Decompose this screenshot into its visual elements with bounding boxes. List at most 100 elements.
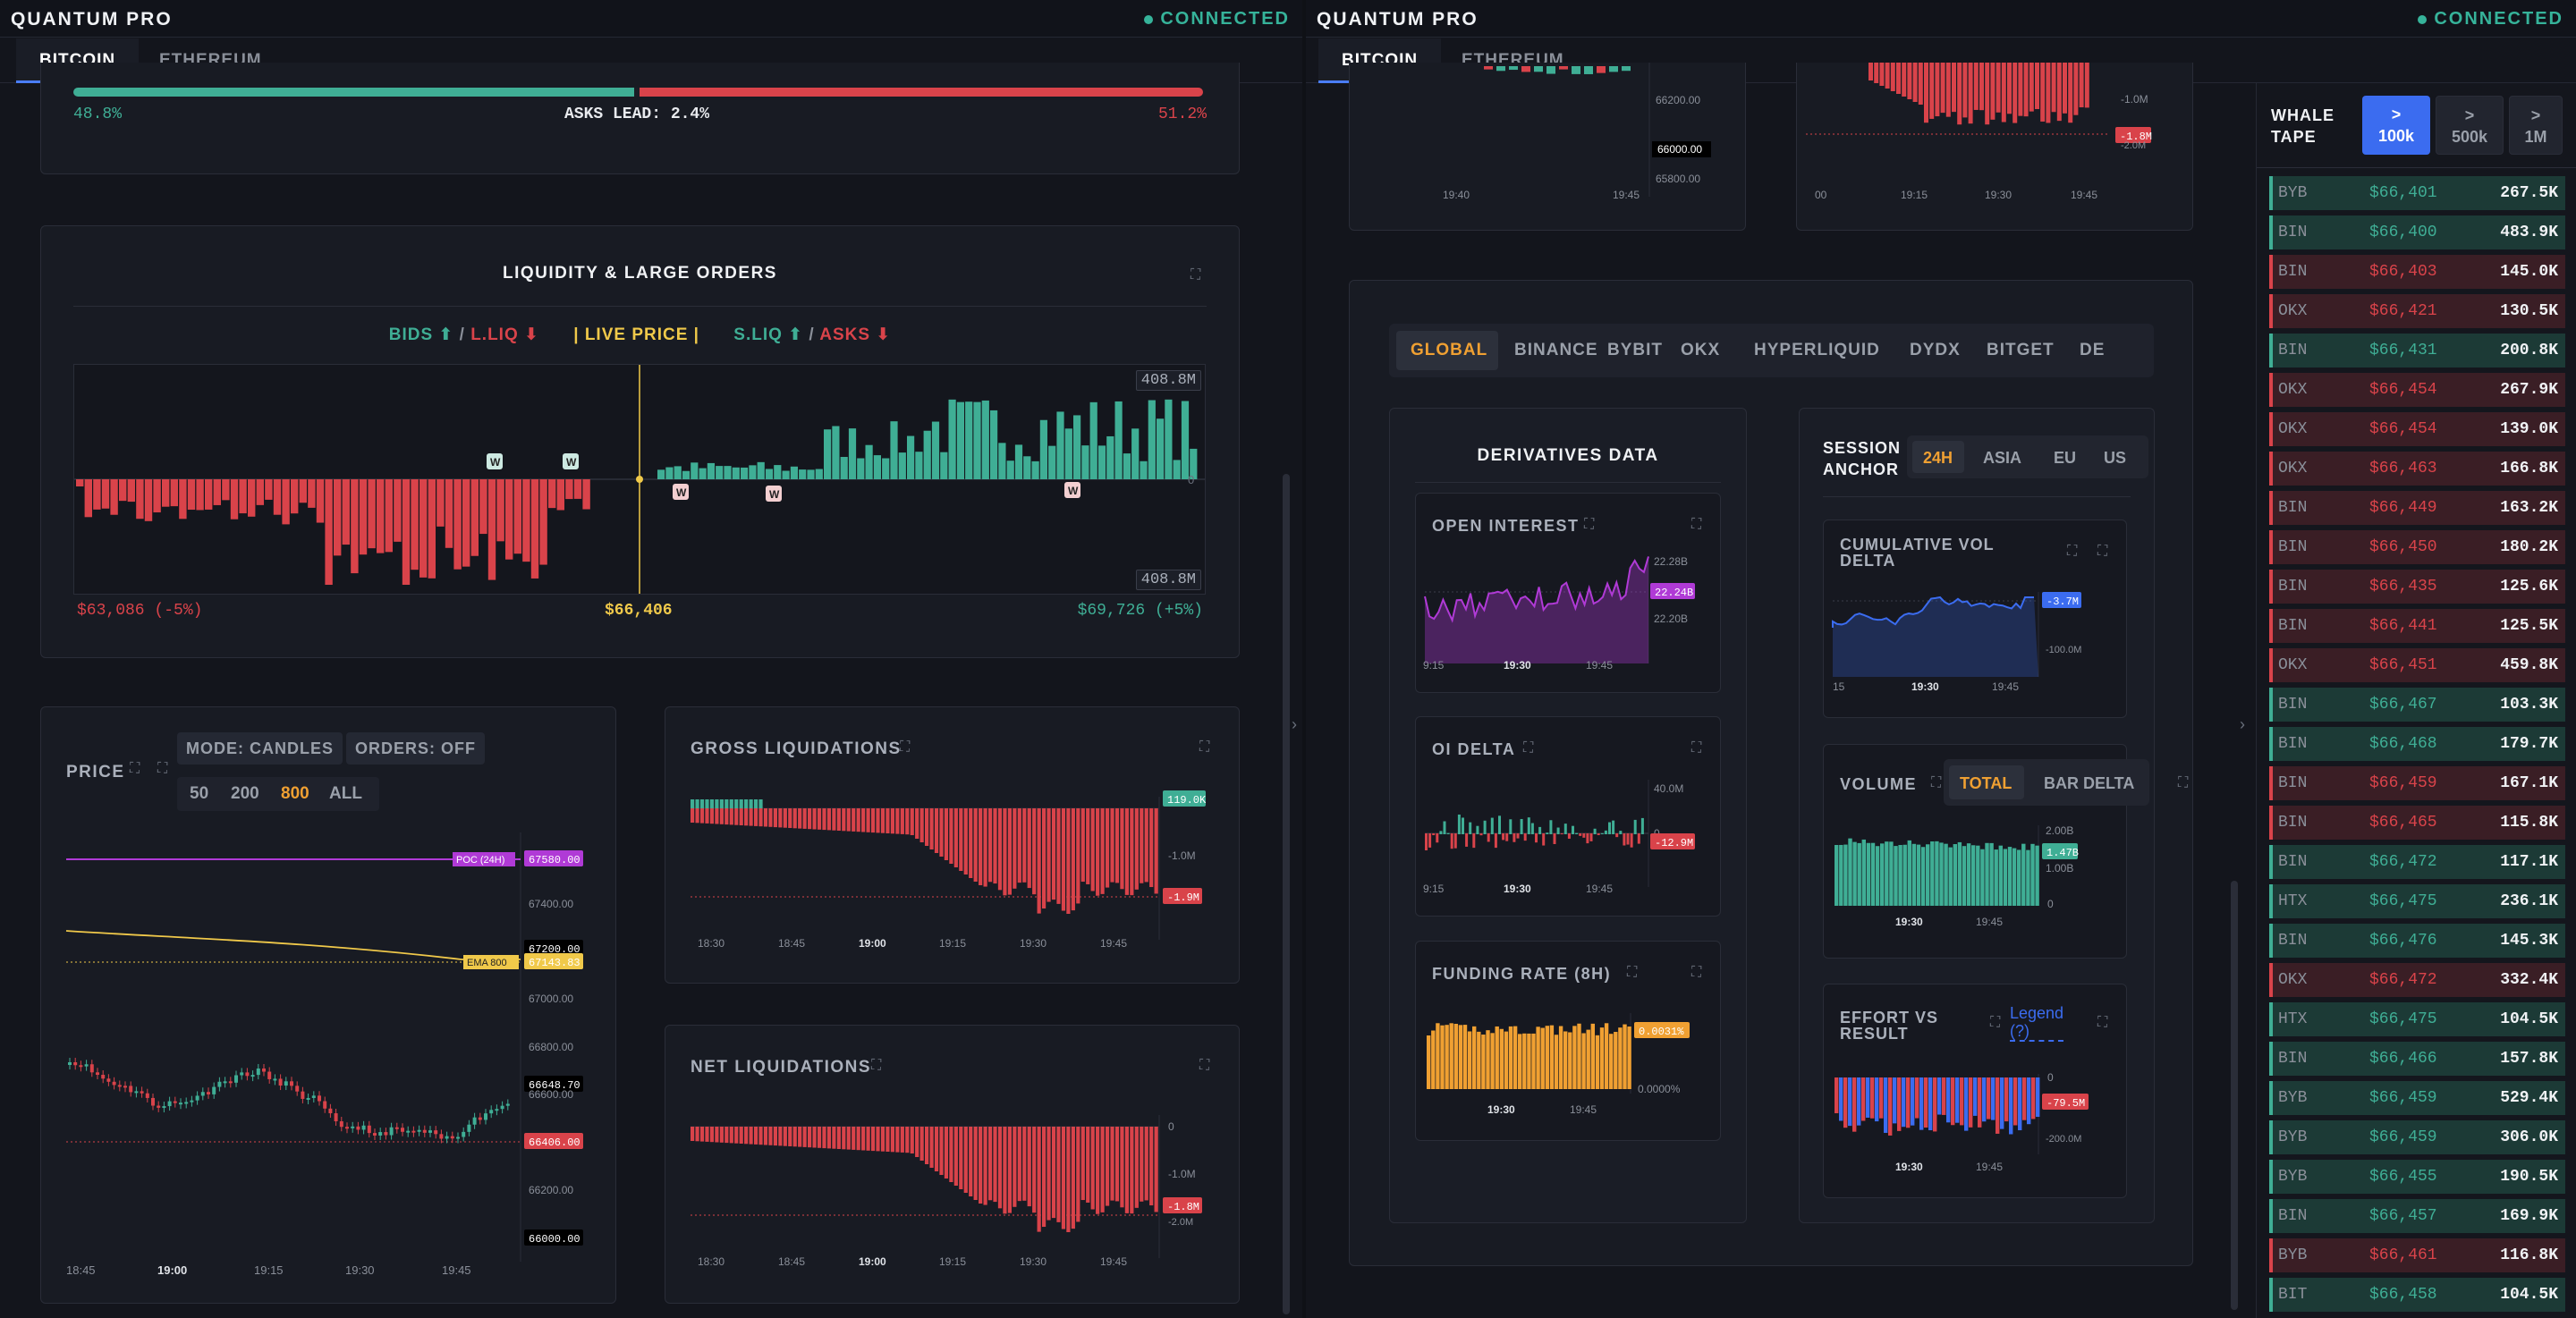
volume-chart[interactable]: 2.00B 1.47B 1.00B 0 19:30 19:45 [1824, 745, 2128, 959]
expand-icon[interactable]: ⛶ [2067, 544, 2078, 559]
session-24h[interactable]: 24H [1923, 449, 1953, 467]
open-interest-chart[interactable]: 22.28B 22.24B 22.20B 9:15 19:30 19:45 [1416, 494, 1722, 694]
ask-bar [965, 401, 973, 479]
volume-mode-bar-delta[interactable]: BAR DELTA [2044, 774, 2135, 792]
expand-icon[interactable]: ⛶ [1691, 740, 1702, 756]
expand-icon[interactable]: ⛶ [2097, 1015, 2108, 1030]
expand-icon[interactable]: ⛶ [1584, 517, 1595, 532]
liquidity-chart[interactable]: W W W W W 0 408.8M 408.8M [73, 364, 1206, 595]
whale-row[interactable]: OKX $66,472 332.4K [2269, 963, 2565, 997]
liq-bar [900, 1127, 904, 1153]
filter-1m[interactable]: > 1M [2509, 96, 2563, 155]
exchange-tab-de[interactable]: DE [2080, 341, 2106, 359]
expand-icon[interactable]: ⛶ [1931, 775, 1942, 790]
whale-price: $66,476 [2369, 932, 2437, 950]
whale-row[interactable]: BIN $66,441 125.5K [2269, 609, 2565, 643]
whale-row[interactable]: BIN $66,476 145.3K [2269, 924, 2565, 958]
candle [1597, 66, 1606, 73]
expand-icon[interactable]: ⛶ [1990, 1015, 2001, 1030]
exchange-tab-bitget[interactable]: BITGET [1987, 341, 2055, 359]
expand-icon[interactable]: ⛶ [2178, 775, 2189, 790]
exchange-tab-bybit[interactable]: BYBIT [1607, 341, 1663, 359]
whale-row[interactable]: OKX $66,454 139.0K [2269, 412, 2565, 446]
lookback-all[interactable]: ALL [329, 784, 362, 803]
whale-row[interactable]: BIN $66,459 167.1K [2269, 766, 2565, 800]
lookback-50[interactable]: 50 [190, 784, 209, 803]
legend-link[interactable]: Legend (?) [2010, 1004, 2064, 1042]
expand-icon[interactable]: ⛶ [2097, 544, 2108, 559]
collapse-handle-icon[interactable]: › [1292, 715, 1297, 733]
expand-icon[interactable]: ⛶ [1691, 517, 1702, 532]
whale-row[interactable]: BIN $66,472 117.1K [2269, 845, 2565, 879]
expand-icon[interactable]: ⛶ [1627, 965, 1638, 980]
expand-icon[interactable]: ⛶ [1191, 267, 1201, 283]
expand-icon[interactable]: ⛶ [1199, 1058, 1210, 1073]
session-us[interactable]: US [2104, 449, 2127, 467]
effort-result-chart[interactable]: 0 -79.5M -200.0M 19:30 19:45 [1824, 984, 2128, 1199]
net-liquidations-chart[interactable]: 0 -1.0M -1.8M -2.0M 18:30 18:45 19:00 19:15 19:3… [665, 1026, 1241, 1305]
filter-100k[interactable]: > 100k [2362, 96, 2430, 155]
session-asia[interactable]: ASIA [1983, 449, 2022, 467]
lookback-800[interactable]: 800 [281, 784, 309, 803]
mode-toggle[interactable]: MODE: CANDLES [177, 732, 343, 765]
whale-row[interactable]: BIN $66,467 103.3K [2269, 688, 2565, 722]
whale-row[interactable]: OKX $66,463 166.8K [2269, 452, 2565, 486]
ask-bar [1148, 400, 1156, 479]
session-eu[interactable]: EU [2054, 449, 2077, 467]
settings-icon[interactable]: ⛶ [157, 761, 168, 776]
candle [1496, 66, 1505, 72]
exchange-tab-okx[interactable]: OKX [1681, 341, 1721, 359]
whale-row[interactable]: BYB $66,459 529.4K [2269, 1081, 2565, 1115]
funding-bar [1495, 1026, 1499, 1089]
liq-bar [715, 808, 719, 824]
whale-row[interactable]: BIT $66,458 104.5K [2269, 1278, 2565, 1312]
funding-bar [1549, 1025, 1555, 1089]
candle [345, 1127, 349, 1129]
expand-icon[interactable]: ⛶ [1691, 965, 1702, 980]
whale-row[interactable]: OKX $66,421 130.5K [2269, 294, 2565, 328]
collapse-handle-icon[interactable]: › [2240, 715, 2245, 733]
filter-label: 1M [2524, 128, 2547, 146]
expand-icon[interactable]: ⛶ [1199, 739, 1210, 755]
whale-row[interactable]: BIN $66,457 169.9K [2269, 1199, 2565, 1233]
whale-row[interactable]: BYB $66,455 190.5K [2269, 1160, 2565, 1194]
lookback-200[interactable]: 200 [231, 784, 259, 803]
exchange-tab-dydx[interactable]: DYDX [1910, 341, 1961, 359]
whale-exchange: BYB [2278, 1246, 2308, 1264]
whale-row[interactable]: BIN $66,431 200.8K [2269, 334, 2565, 368]
whale-row[interactable]: BIN $66,468 179.7K [2269, 727, 2565, 761]
scrollbar[interactable] [2231, 881, 2238, 1310]
whale-row[interactable]: BIN $66,403 145.0K [2269, 255, 2565, 289]
whale-row[interactable]: BYB $66,461 116.8K [2269, 1238, 2565, 1272]
filter-500k[interactable]: > 500k [2436, 96, 2504, 155]
whale-row[interactable]: BIN $66,435 125.6K [2269, 570, 2565, 604]
price-chart[interactable]: 67400.00 67200.00 67000.00 66800.00 66648.70… [41, 707, 617, 1305]
gross-liquidations-chart[interactable]: 119.0K -1.0M -1.9M 18:30 18:45 19:00 19:15 19:3… [665, 707, 1241, 984]
exchange-tab-hyperliquid[interactable]: HYPERLIQUID [1754, 341, 1880, 359]
whale-row[interactable]: OKX $66,454 267.9K [2269, 373, 2565, 407]
ask-bar [774, 465, 782, 479]
funding-chart[interactable]: 0.0031% 0.0000% 19:30 19:45 [1416, 942, 1722, 1142]
whale-row[interactable]: OKX $66,451 459.8K [2269, 648, 2565, 682]
exchange-tab-global[interactable]: GLOBAL [1411, 341, 1488, 359]
cvd-chart[interactable]: -3.7M -100.0M 15 19:30 19:45 [1824, 520, 2128, 719]
whale-row[interactable]: BYB $66,401 267.5K [2269, 176, 2565, 210]
whale-row[interactable]: BIN $66,466 157.8K [2269, 1042, 2565, 1076]
bar-divider [634, 88, 640, 97]
whale-row[interactable]: BIN $66,400 483.9K [2269, 215, 2565, 249]
whale-row[interactable]: BYB $66,459 306.0K [2269, 1120, 2565, 1154]
expand-icon[interactable]: ⛶ [1523, 740, 1534, 756]
exchange-tab-binance[interactable]: BINANCE [1514, 341, 1598, 359]
expand-icon[interactable]: ⛶ [130, 761, 140, 776]
scrollbar[interactable] [1283, 474, 1290, 1314]
whale-row[interactable]: BIN $66,449 163.2K [2269, 491, 2565, 525]
volume-mode-total[interactable]: TOTAL [1960, 774, 2012, 792]
whale-row[interactable]: BIN $66,465 115.8K [2269, 806, 2565, 840]
expand-icon[interactable]: ⛶ [900, 739, 911, 755]
whale-row[interactable]: BIN $66,450 180.2K [2269, 530, 2565, 564]
expand-icon[interactable]: ⛶ [871, 1058, 882, 1073]
whale-row[interactable]: HTX $66,475 236.1K [2269, 884, 2565, 918]
orders-toggle[interactable]: ORDERS: OFF [346, 732, 485, 765]
whale-row[interactable]: HTX $66,475 104.5K [2269, 1002, 2565, 1036]
